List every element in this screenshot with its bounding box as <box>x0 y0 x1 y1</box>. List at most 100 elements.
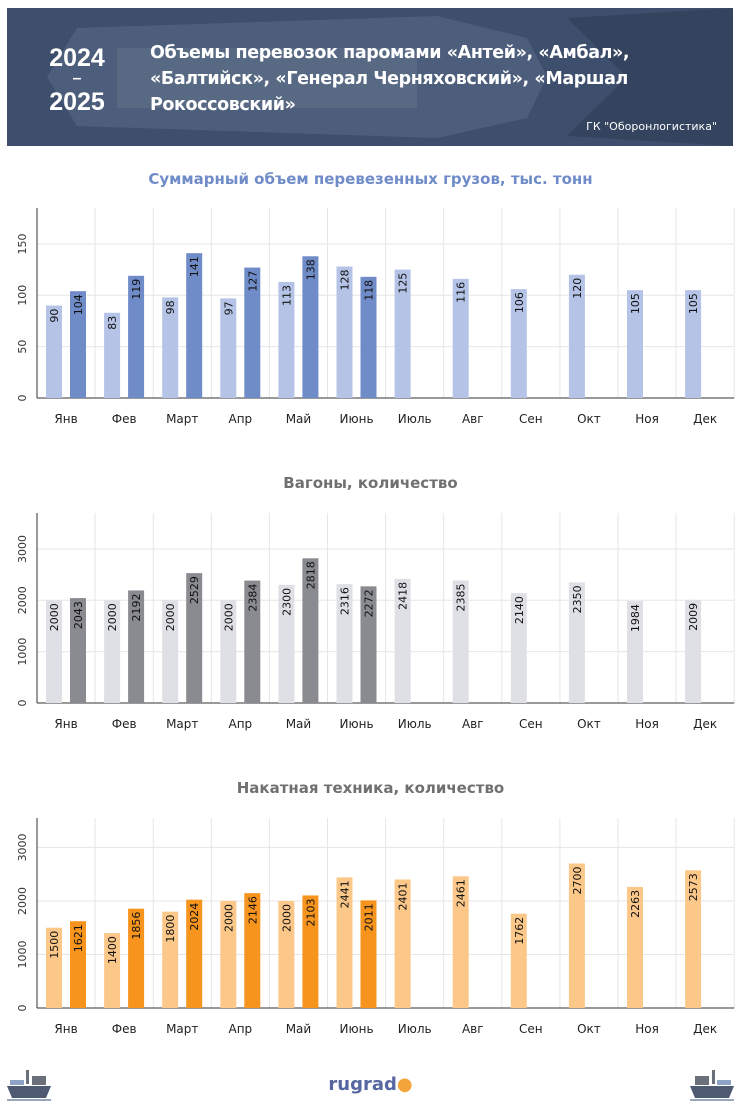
bar-value-label: 2011 <box>363 903 376 931</box>
bar-value-label: 2529 <box>188 576 201 604</box>
bar-value-label: 2573 <box>687 873 700 901</box>
bar-value-label: 2009 <box>687 603 700 631</box>
bar-value-label: 118 <box>363 280 376 301</box>
y-tick-label: 100 <box>16 285 29 306</box>
x-tick-label: Март <box>166 1022 198 1036</box>
bar <box>627 290 643 398</box>
x-tick-label: Июль <box>398 1022 432 1036</box>
bar-value-label: 2140 <box>513 596 526 624</box>
source-label: ГК "Оборонлогистика" <box>586 120 717 133</box>
bar <box>360 900 377 1008</box>
bar <box>186 573 203 703</box>
bar <box>394 269 411 398</box>
bar <box>244 267 261 398</box>
bar-value-label: 1762 <box>513 917 526 945</box>
x-tick-label: Окт <box>577 1022 601 1036</box>
bar-value-label: 2192 <box>130 593 143 621</box>
bar <box>278 281 295 398</box>
bar-value-label: 1800 <box>164 915 177 943</box>
ship-icon <box>7 1070 51 1101</box>
x-tick-label: Фев <box>112 1022 137 1036</box>
x-tick-label: Июль <box>398 717 432 731</box>
bar-value-label: 2000 <box>48 603 61 631</box>
bar <box>452 580 469 703</box>
bar <box>394 578 411 703</box>
bar <box>162 911 179 1008</box>
x-tick-label: Июнь <box>340 717 374 731</box>
bar-value-label: 2272 <box>363 589 376 617</box>
x-tick-label: Дек <box>693 717 717 731</box>
x-tick-label: Июнь <box>340 1022 374 1036</box>
bar <box>46 305 62 398</box>
bar <box>627 601 643 703</box>
x-tick-label: Май <box>286 1022 312 1036</box>
bar <box>244 580 261 703</box>
bar <box>452 876 469 1008</box>
bar <box>162 600 179 703</box>
x-tick-label: Фев <box>112 717 137 731</box>
bar-value-label: 2441 <box>339 880 352 908</box>
bar-value-label: 2350 <box>571 585 584 613</box>
bar-value-label: 2401 <box>397 882 410 910</box>
x-tick-label: Ноя <box>635 1022 659 1036</box>
bar-value-label: 141 <box>188 256 201 277</box>
wagons-bar-chart: 0 1000 2000 3000 2000 2000 2000 2000 2300 2316 241… <box>16 513 735 731</box>
bar <box>104 933 121 1008</box>
bar <box>302 558 319 703</box>
bar-value-label: 2385 <box>455 584 468 612</box>
vehicles-bar-chart: 0 1000 2000 3000 1500 1400 1800 2000 2000 2441 240… <box>16 818 735 1036</box>
bar-value-label: 2461 <box>455 879 468 907</box>
x-tick-label: Авг <box>462 717 484 731</box>
x-tick-label: Апр <box>229 1022 253 1036</box>
y-tick-label: 2000 <box>16 586 29 614</box>
bar-value-label: 106 <box>513 292 526 313</box>
bar-value-label: 2263 <box>629 890 642 918</box>
bar-value-label: 2024 <box>188 903 201 931</box>
year-start: 2024 <box>49 44 105 72</box>
bar <box>510 593 527 703</box>
chart-title-vehicles: Накатная техника, количество <box>236 779 505 797</box>
bar-value-label: 125 <box>397 273 410 294</box>
bar <box>220 600 237 703</box>
bar-value-label: 105 <box>687 293 700 314</box>
bar-value-label: 1400 <box>106 936 119 964</box>
y-tick-label: 0 <box>16 1005 29 1012</box>
bar-value-label: 138 <box>304 259 317 280</box>
x-tick-label: Авг <box>462 412 484 426</box>
bar-value-label: 2000 <box>280 904 293 932</box>
x-tick-label: Ноя <box>635 412 659 426</box>
bar <box>394 879 411 1008</box>
bar-value-label: 1984 <box>629 604 642 632</box>
x-tick-label: Окт <box>577 717 601 731</box>
x-tick-label: Янв <box>54 412 77 426</box>
bar <box>336 584 353 703</box>
bar-value-label: 2384 <box>246 584 259 612</box>
bar <box>302 256 319 398</box>
rugrad-logo: rugrad● <box>328 1074 413 1095</box>
bar-value-label: 2000 <box>222 904 235 932</box>
bar <box>278 900 295 1008</box>
year-end: 2025 <box>49 88 105 116</box>
x-tick-label: Сен <box>519 717 543 731</box>
bar-value-label: 1621 <box>72 924 85 952</box>
bar <box>46 600 62 703</box>
y-tick-label: 3000 <box>16 535 29 563</box>
bar <box>510 289 527 398</box>
bar <box>336 877 353 1008</box>
bar-value-label: 127 <box>246 271 259 292</box>
bar <box>278 584 295 703</box>
bar <box>627 886 643 1008</box>
bar-value-label: 2000 <box>164 603 177 631</box>
bar-value-label: 1500 <box>48 931 61 959</box>
bar-value-label: 98 <box>164 300 177 314</box>
bar <box>685 870 702 1008</box>
bar <box>186 899 203 1008</box>
page-title: Объемы перевозок паромами «Антей», «Амба… <box>150 43 630 115</box>
x-tick-label: Дек <box>693 1022 717 1036</box>
bar-value-label: 2146 <box>246 896 259 924</box>
bar <box>336 266 353 398</box>
bar <box>128 275 145 398</box>
x-tick-label: Март <box>166 717 198 731</box>
bar <box>244 893 261 1008</box>
x-tick-label: Апр <box>229 412 253 426</box>
